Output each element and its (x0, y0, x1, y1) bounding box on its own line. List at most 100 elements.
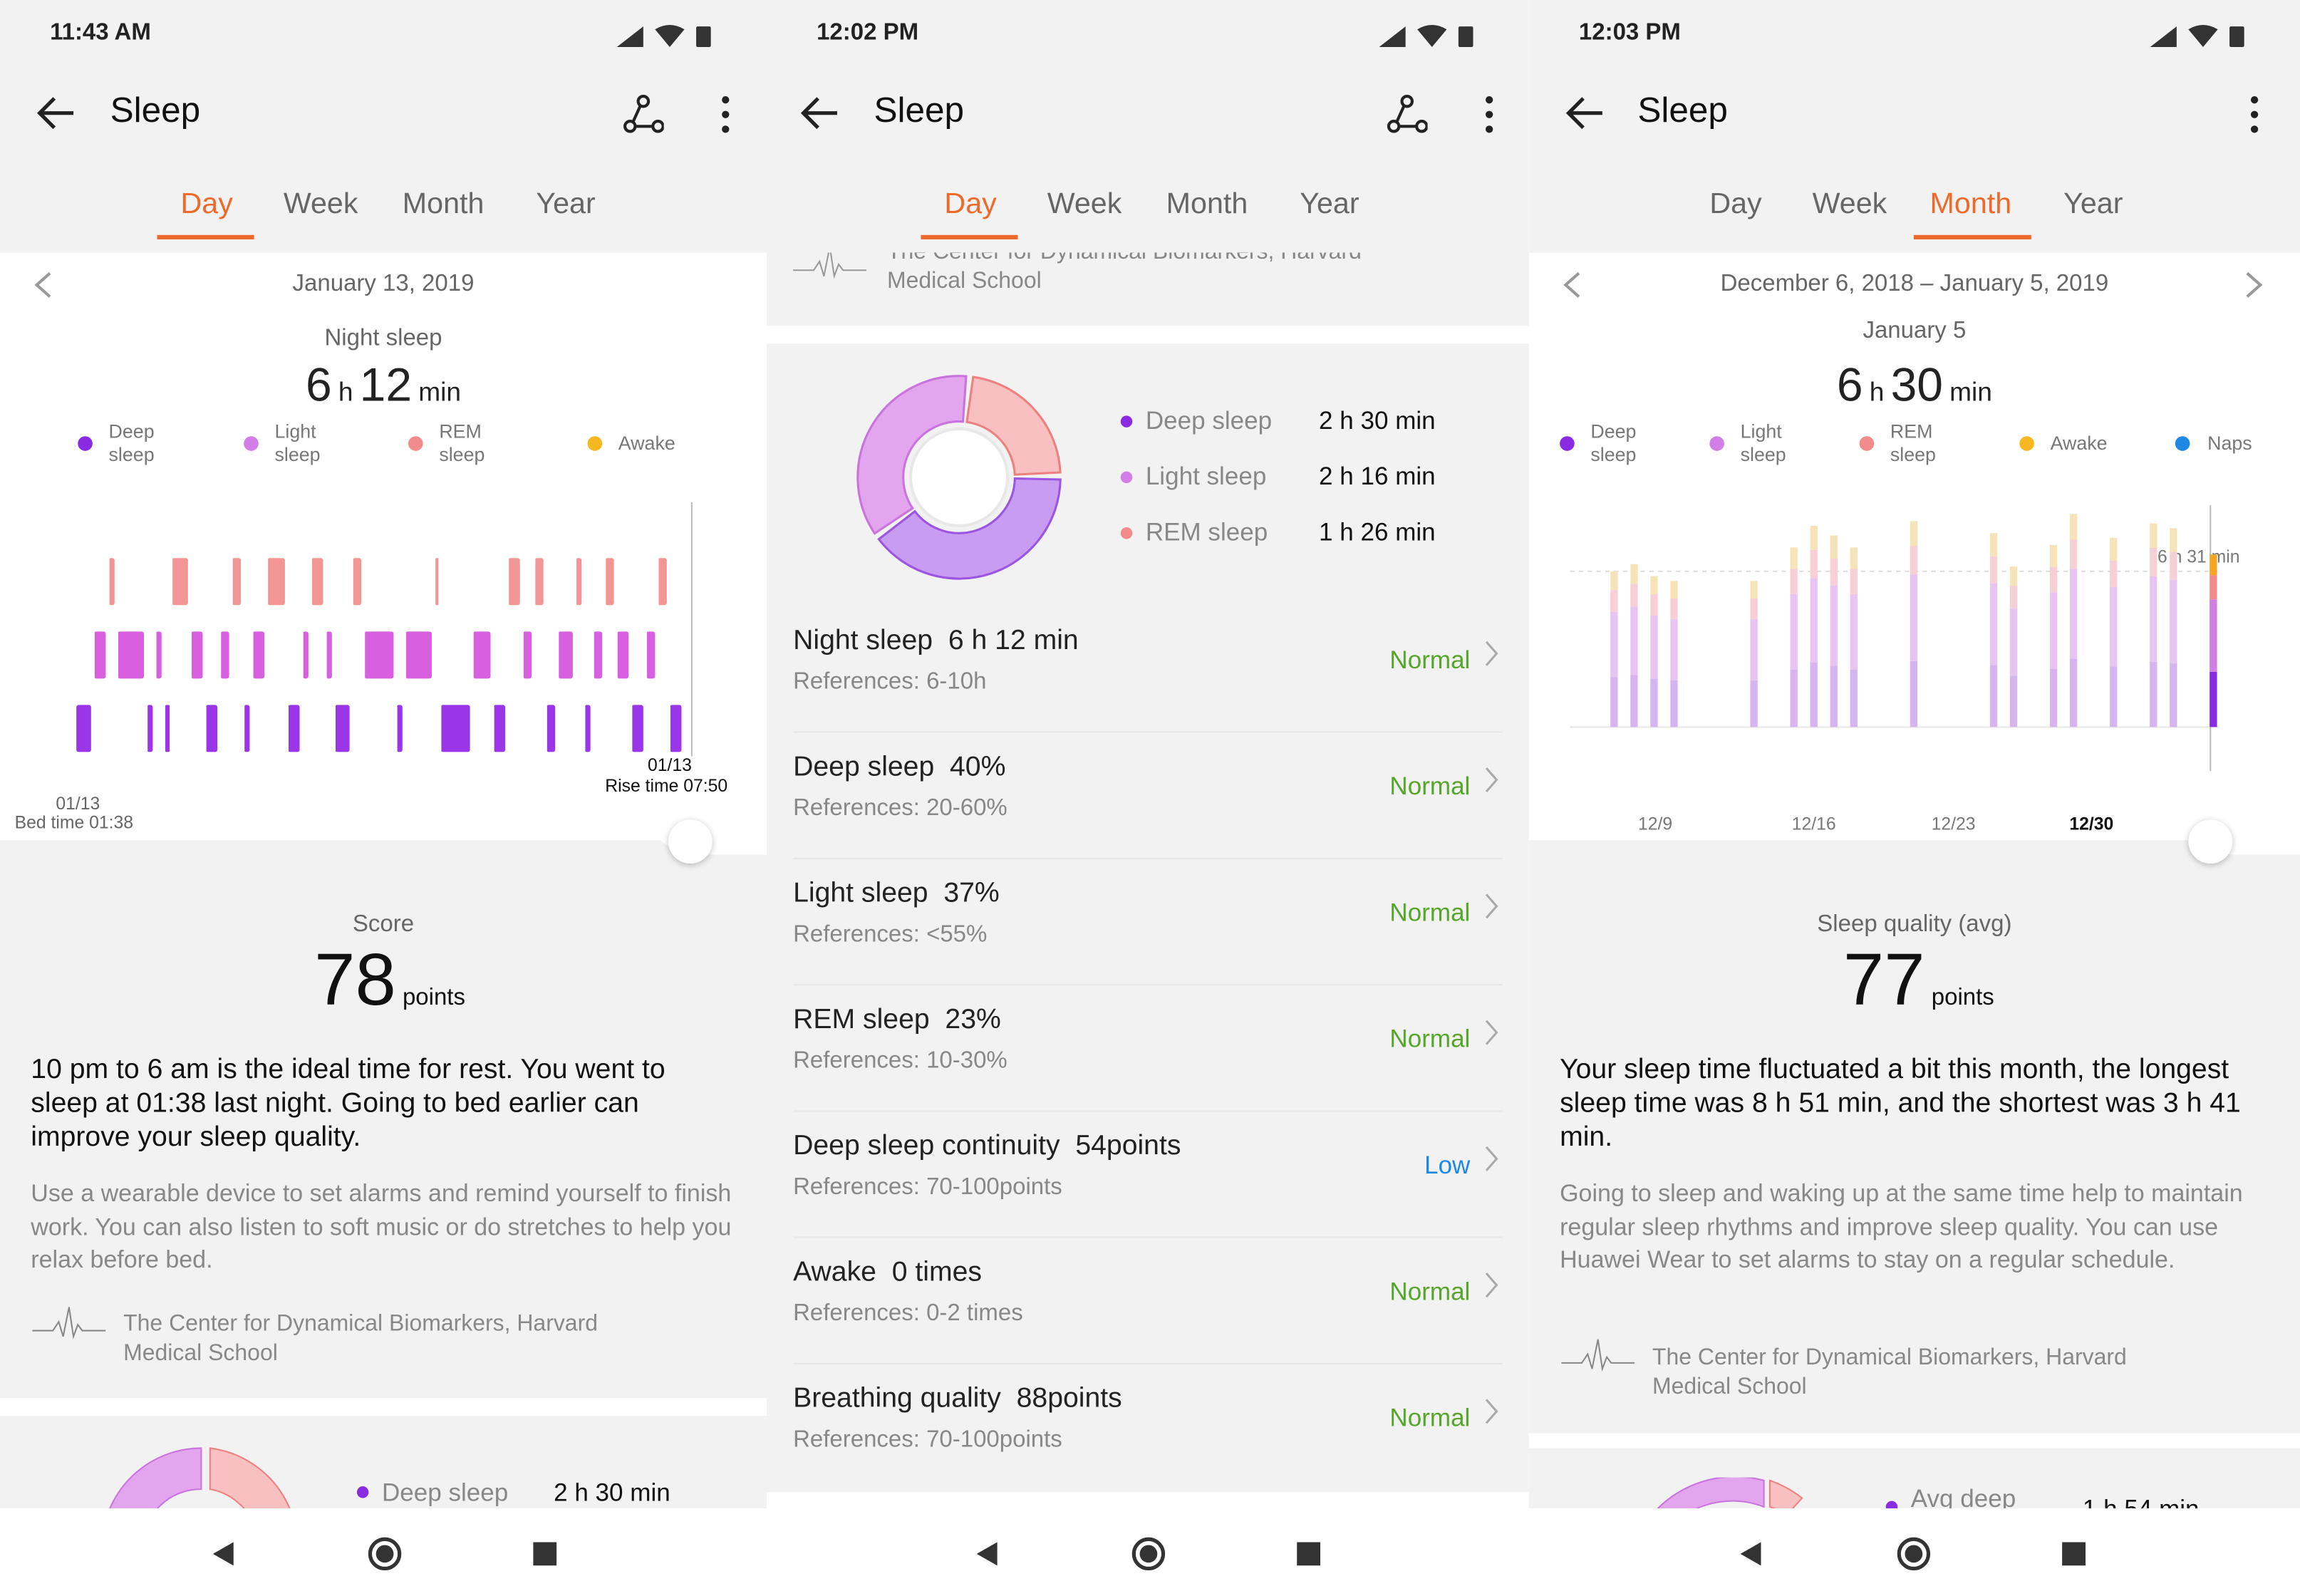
tab-year[interactable]: Year (1300, 187, 1359, 221)
system-nav-bar (1528, 1508, 2300, 1594)
sleep-stage-segment (311, 558, 323, 606)
bar-deep (1810, 663, 1818, 727)
bar-deep (1790, 669, 1798, 727)
metric-row[interactable]: Breathing quality 88points References: 70… (793, 1363, 1503, 1489)
metric-row[interactable]: Night sleep 6 h 12 min References: 6-10h N… (793, 605, 1503, 733)
chevron-left-icon[interactable] (1561, 270, 1582, 299)
nav-back-icon[interactable] (210, 1540, 237, 1567)
bar-awake (1810, 526, 1818, 550)
bar-rem (2170, 551, 2177, 580)
stage-transition (643, 631, 648, 752)
more-options-icon[interactable] (717, 94, 735, 135)
share-route-icon[interactable] (623, 94, 664, 135)
stage-transition (520, 558, 524, 679)
stage-transition (242, 558, 245, 752)
sleep-stage-segment (405, 631, 432, 679)
metric-row[interactable]: Deep sleep 40% References: 20-60% Normal (793, 732, 1503, 859)
period-tabs: Day Week Month Year (1529, 185, 2300, 244)
stage-transition (285, 558, 289, 752)
score-value: 78 (314, 938, 396, 1021)
bar-rem (1790, 569, 1798, 594)
bar-rem (1830, 558, 1838, 586)
metric-value: 88points (1016, 1383, 1122, 1415)
bar-deep (2210, 671, 2217, 727)
sleep-stage-segment (232, 558, 242, 606)
nav-home-icon[interactable] (1896, 1536, 1931, 1571)
tab-week[interactable]: Week (283, 187, 358, 221)
metric-status: Normal (1389, 1404, 1471, 1432)
back-arrow-icon[interactable] (799, 94, 840, 133)
tab-day[interactable]: Day (1709, 187, 1762, 221)
sleep-stage-segment (631, 705, 643, 752)
donut-partial-chart (1655, 1477, 1803, 1510)
tab-indicator (1913, 234, 2031, 239)
bed-time: Bed time 01:38 (14, 812, 133, 833)
metric-name: REM sleep (793, 1004, 930, 1036)
bar-rem (1610, 590, 1618, 612)
stage-transition (470, 631, 474, 752)
metric-row[interactable]: Light sleep 37% References: <55% Normal (793, 858, 1503, 986)
bar-deep (1910, 660, 1918, 727)
bar-light (1630, 606, 1638, 675)
nav-home-icon[interactable] (1131, 1536, 1166, 1571)
monthly-sleep-chart: 6 h 31 min 12/9 12/16 12/23 12/30 (1570, 505, 2239, 834)
scrubber-handle[interactable] (668, 819, 713, 864)
sleep-stage-segment (267, 558, 285, 606)
wifi-icon (2188, 25, 2218, 47)
metric-row[interactable]: REM sleep 23% References: 10-30% Normal (793, 984, 1503, 1112)
metric-row[interactable]: Deep sleep continuity 54points References… (793, 1110, 1503, 1238)
donut-slice-deep-sleep (877, 477, 1062, 580)
score-card: Score 78 points 10 pm to 6 am is the ide… (0, 796, 767, 1399)
metric-reference: References: <55% (793, 922, 988, 948)
duration-minutes: 30 (1890, 358, 1943, 412)
stage-transition (170, 558, 173, 752)
chevron-right-icon (1485, 1273, 1498, 1298)
chevron-right-icon[interactable] (2244, 270, 2265, 299)
share-route-icon[interactable] (1387, 94, 1428, 135)
nav-recents-icon[interactable] (2062, 1542, 2086, 1566)
bar-light (2170, 579, 2177, 664)
tab-week[interactable]: Week (1047, 187, 1122, 221)
bar-rem (2009, 586, 2018, 608)
chevron-right-icon (1485, 767, 1498, 793)
nav-back-icon[interactable] (1738, 1540, 1764, 1567)
nav-recents-icon[interactable] (533, 1542, 557, 1566)
partial-legend-value: 1 h 54 min (2082, 1495, 2200, 1510)
app-bar: Sleep Day Week Month Year (1528, 67, 2300, 253)
light-sleep-dot (1120, 471, 1133, 484)
more-options-icon[interactable] (1481, 94, 1498, 135)
more-options-icon[interactable] (2246, 94, 2264, 135)
tab-day[interactable]: Day (180, 187, 233, 221)
bar-rem (2210, 575, 2217, 600)
nav-home-icon[interactable] (367, 1536, 402, 1571)
back-arrow-icon[interactable] (1564, 94, 1605, 133)
stage-transition (432, 558, 436, 679)
metric-status: Normal (1389, 646, 1471, 675)
tab-month[interactable]: Month (402, 187, 485, 221)
tab-month[interactable]: Month (1929, 187, 2012, 221)
tab-week[interactable]: Week (1812, 187, 1887, 221)
stage-transition (438, 558, 442, 752)
tab-month[interactable]: Month (1166, 187, 1248, 221)
sleep-stage-segment (440, 705, 470, 752)
stage-transition (229, 558, 233, 679)
scrubber-handle[interactable] (2188, 819, 2233, 864)
bar-light (1670, 618, 1678, 680)
harvard-biomarker-logo-icon (1561, 1339, 1635, 1372)
chevron-left-icon[interactable] (32, 270, 53, 299)
nav-back-icon[interactable] (974, 1540, 1000, 1567)
tab-year[interactable]: Year (2063, 187, 2123, 221)
bar-awake (2049, 544, 2058, 567)
sleep-stage-segment (108, 558, 115, 606)
metric-row[interactable]: Awake 0 times References: 0-2 times Normal (793, 1237, 1503, 1364)
sleep-stage-segment (190, 631, 203, 679)
bar-deep (1850, 669, 1858, 727)
nav-recents-icon[interactable] (1297, 1542, 1321, 1566)
back-arrow-icon[interactable] (35, 94, 76, 133)
tab-day[interactable]: Day (944, 187, 997, 221)
duration-minutes-unit: min (1949, 377, 1992, 407)
signal-icon (1379, 26, 1406, 47)
tab-year[interactable]: Year (536, 187, 596, 221)
metric-name: Awake (793, 1257, 876, 1288)
sleep-stage-segment (288, 705, 300, 752)
